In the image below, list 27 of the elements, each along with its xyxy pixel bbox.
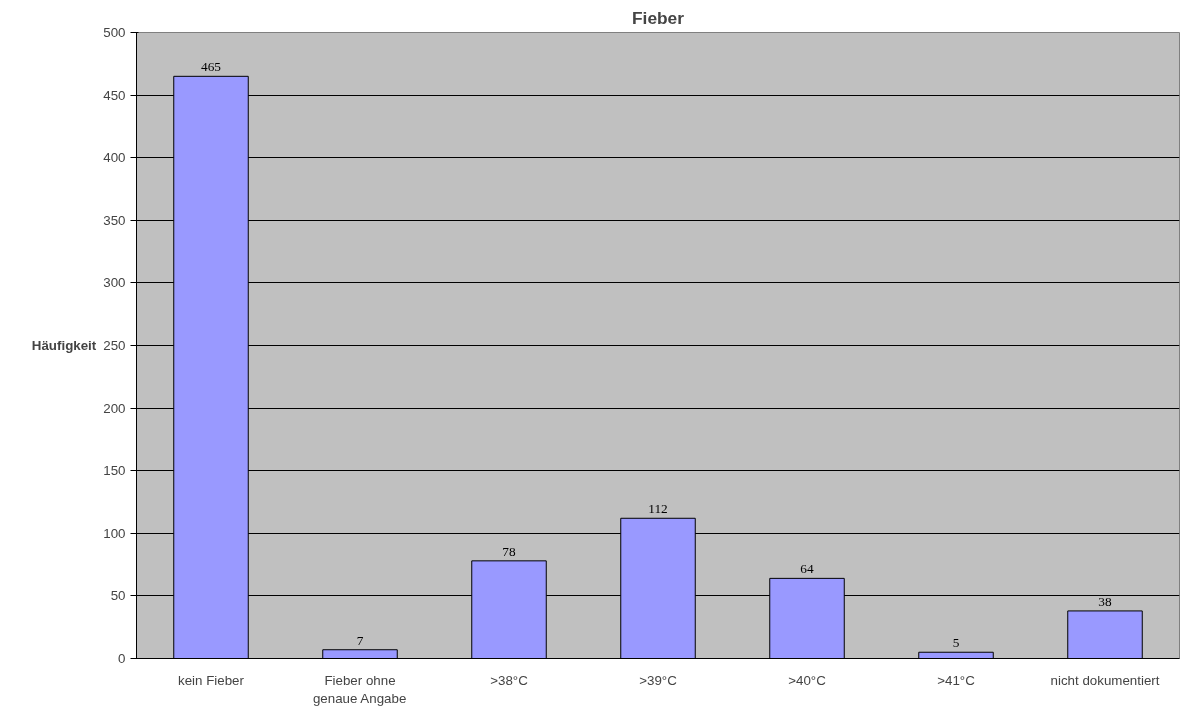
x-tick-label: >41°C [937, 672, 976, 688]
y-tick-label: 100 [103, 525, 126, 541]
y-tick-label: 250 [103, 338, 126, 353]
y-tick-label: 400 [103, 150, 126, 166]
x-tick-label: >38°C [490, 672, 529, 688]
data-label: 38 [1098, 593, 1112, 609]
x-tick-label: nicht dokumentiert [1050, 672, 1160, 688]
data-label: 7 [356, 632, 364, 648]
y-tick-label: 150 [103, 463, 126, 479]
x-tick-label: >40°C [788, 672, 827, 688]
data-label: 78 [502, 543, 516, 559]
y-tick-label: 300 [103, 275, 126, 291]
y-tick-label: 0 [118, 651, 126, 666]
data-label: 64 [800, 561, 814, 577]
y-axis-title: Häufigkeit [31, 338, 97, 353]
x-tick-label: >39°C [639, 672, 678, 688]
y-tick-label: 350 [103, 212, 126, 228]
y-tick-label: 200 [103, 400, 126, 416]
data-label: 465 [201, 59, 222, 75]
y-tick-label: 50 [110, 588, 126, 604]
y-tick-label: 450 [103, 87, 126, 103]
data-label: 112 [648, 501, 668, 517]
y-tick-label: 500 [103, 25, 126, 40]
x-tick-label: Fieber ohne genaue Angabe [312, 672, 407, 706]
chart-title: Fieber [632, 7, 685, 28]
x-tick-label: kein Fieber [178, 672, 245, 688]
data-label: 5 [952, 635, 960, 651]
